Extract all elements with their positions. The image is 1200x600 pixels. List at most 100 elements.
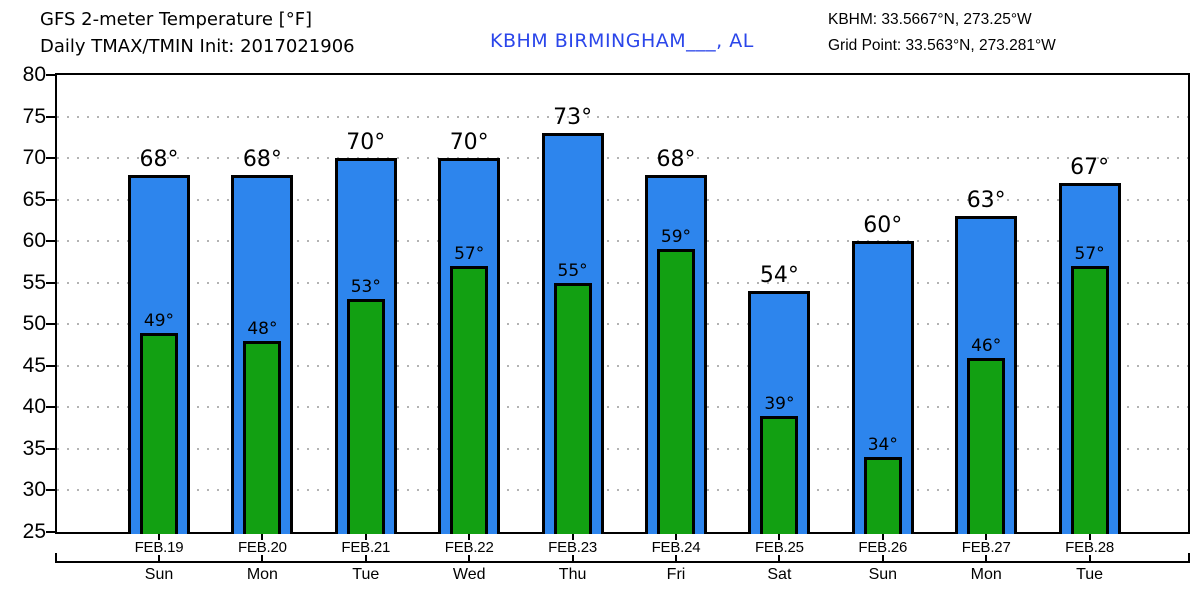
x-axis-tick [881,534,884,540]
weekday-label: Wed [452,566,486,583]
tmin-value-label: 46° [971,335,1002,356]
gridline [57,240,1188,243]
x-axis-tick [778,534,781,540]
tmax-value-label: 63° [966,188,1006,214]
tmax-value-label: 68° [139,146,179,172]
date-label: FEB.23 [548,539,597,556]
plot-area [55,73,1190,534]
tmax-value-label: 70° [449,130,489,156]
date-label: FEB.25 [754,539,804,556]
tmin-bar [760,415,799,534]
weekday-axis-tick [468,555,471,562]
date-label: FEB.22 [444,539,494,556]
weekday-label: Sun [144,566,174,583]
chart-subtitle: Daily TMAX/TMIN Init: 2017021906 [40,36,355,57]
tmax-value-label: 68° [242,146,282,172]
gridline [57,447,1188,450]
y-axis-label: 25 [22,520,46,543]
date-label: FEB.27 [961,539,1011,556]
y-axis-label: 35 [22,436,46,460]
weekday-label: Sat [767,566,792,583]
gridline [57,157,1188,160]
weekday-axis-tick [364,555,367,562]
weekday-label: Sun [868,566,898,583]
gridline [57,323,1188,326]
tmin-value-label: 57° [1074,244,1105,265]
date-label: FEB.26 [858,539,908,556]
weekday-label: Fri [666,566,686,583]
y-axis-label: 60 [22,229,46,253]
y-axis-label: 30 [22,478,46,502]
y-axis-label: 65 [22,187,46,211]
date-label: FEB.24 [651,539,701,556]
x-axis-tick [571,534,574,540]
y-axis-label: 75 [22,104,46,128]
gridline [57,281,1188,284]
tmax-value-label: 68° [656,146,696,172]
x-axis-tick [675,534,677,540]
y-axis-label: 45 [22,353,46,377]
date-label: FEB.19 [134,539,184,556]
y-axis-tick [46,531,55,533]
y-axis-tick [46,406,55,409]
tmax-value-label: 60° [863,213,903,239]
tmin-value-label: 34° [867,435,898,456]
station-name: KBHM BIRMINGHAM___, AL [490,30,754,52]
x-axis-tick [364,534,367,540]
tmin-bar [657,249,695,534]
gridline [57,489,1188,492]
weekday-axis-tick [261,555,264,562]
tmin-value-label: 49° [143,310,175,331]
gridline [57,406,1188,409]
tmin-bar [346,299,385,534]
tmin-value-label: 53° [350,277,381,298]
y-axis-label: 50 [22,312,46,336]
grid-point-coords: Grid Point: 33.563°N, 273.281°W [828,37,1056,54]
weekday-label: Thu [558,566,587,583]
date-label: FEB.20 [237,539,287,556]
y-axis-label: 70 [22,146,46,170]
tmin-bar [863,457,902,534]
gridline [57,198,1188,201]
tmin-bar [967,357,1006,534]
y-axis-label: 40 [22,395,46,419]
weekday-label: Mon [246,566,278,583]
weekday-axis-tick [881,555,884,562]
tmin-value-label: 57° [454,244,485,265]
tmin-value-label: 59° [660,227,692,248]
tmin-bar [243,340,282,534]
x-axis-tick [468,534,471,540]
tmin-value-label: 39° [764,393,795,414]
station-coords: KBHM: 33.5667°N, 273.25°W [828,11,1032,28]
x-axis-tick [261,534,264,540]
tmin-bar [450,266,489,534]
y-axis-tick [46,489,55,492]
weekday-label: Tue [1076,566,1104,583]
tmax-value-label: 73° [553,105,593,131]
weekday-axis-endcap-right [1188,553,1190,563]
gridline [57,115,1188,118]
y-axis-tick [46,240,55,243]
weekday-axis-tick [571,555,574,562]
gridline [57,364,1188,367]
tmin-bar [1070,266,1109,534]
weekday-label: Tue [352,566,380,583]
weekday-axis-tick [675,555,677,562]
y-axis-tick [46,281,55,284]
y-axis-tick [46,447,55,450]
y-axis-tick [46,198,55,201]
y-axis-tick [46,157,55,160]
tmax-value-label: 54° [759,263,799,289]
y-axis-tick [46,323,55,326]
x-axis-tick [1088,534,1091,540]
chart-title-block: GFS 2-meter Temperature [°F] Daily TMAX/T… [40,6,355,60]
tmin-value-label: 55° [557,260,588,281]
y-axis-label: 80 [22,63,46,86]
station-coords-block: KBHM: 33.5667°N, 273.25°W Grid Point: 33.… [828,7,1056,59]
weekday-axis-tick [158,555,160,562]
tmin-bar [553,282,592,534]
date-label: FEB.21 [341,539,391,556]
date-label: FEB.28 [1065,539,1114,556]
y-axis-tick [46,74,55,76]
